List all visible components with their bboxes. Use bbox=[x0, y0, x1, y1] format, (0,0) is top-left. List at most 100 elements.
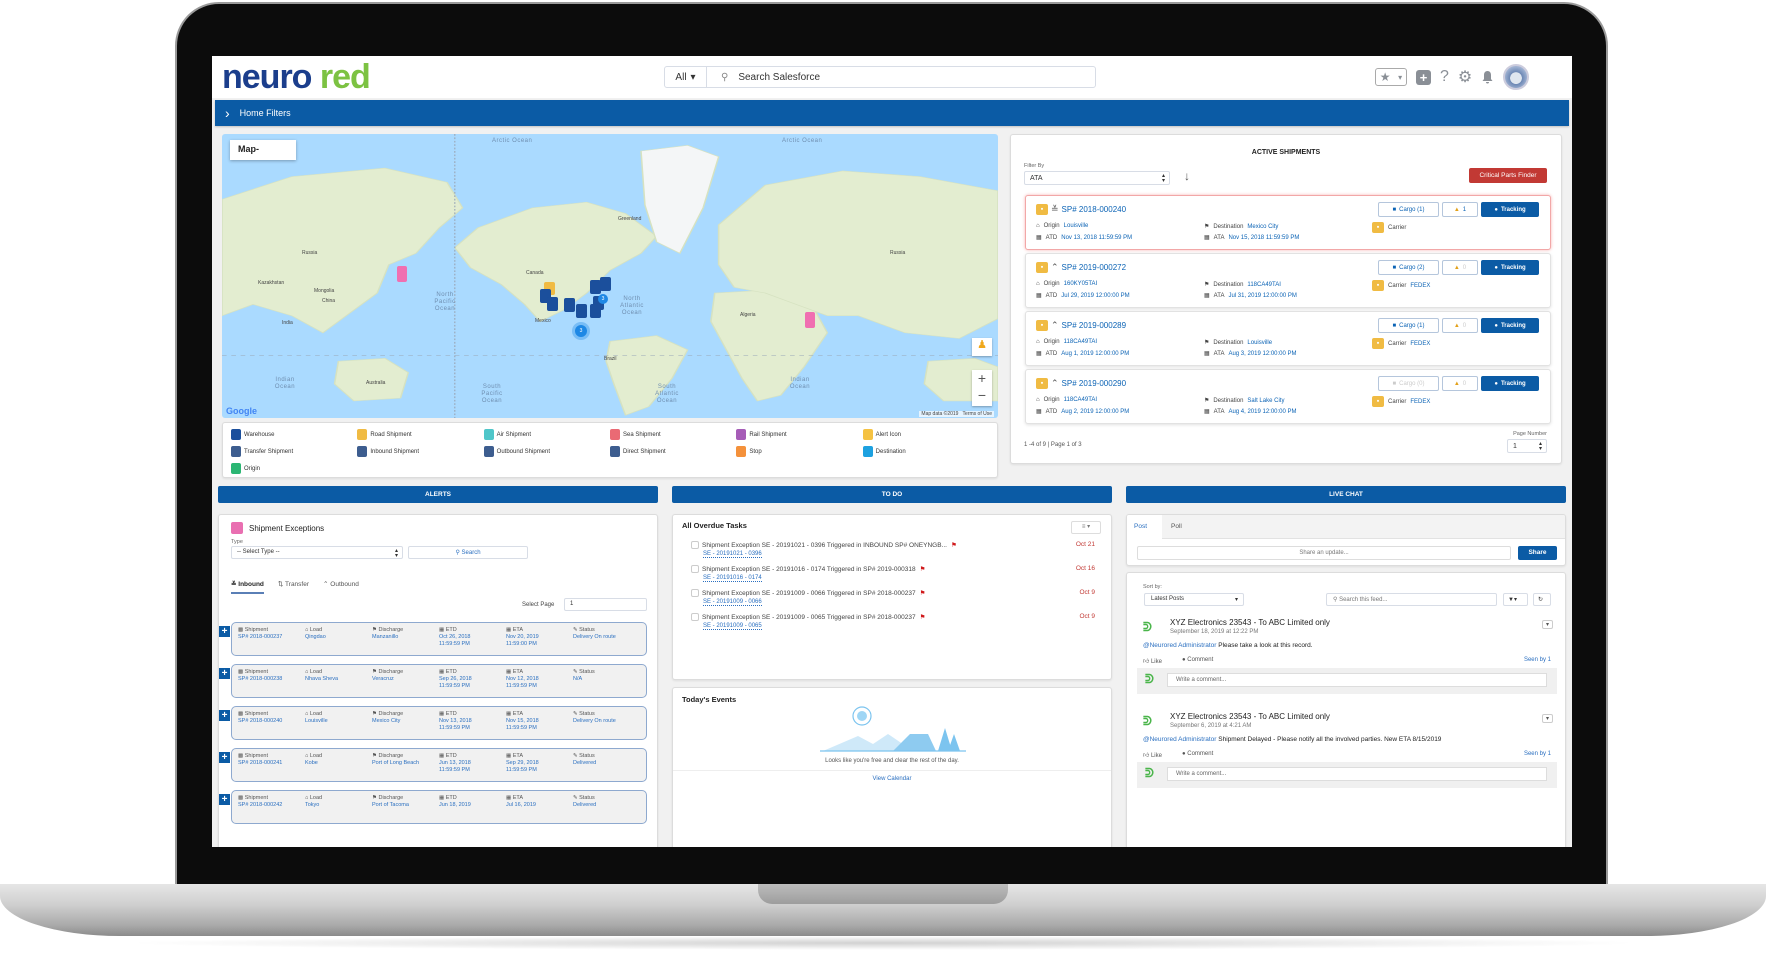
exception-row-box[interactable]: ▩ Shipment SP# 2018-000237 ⌂ Load Qingdao … bbox=[231, 622, 647, 656]
avatar[interactable] bbox=[1503, 64, 1530, 90]
cargo-button[interactable]: ■ Cargo (1) bbox=[1378, 202, 1439, 217]
exception-row-box[interactable]: ▩ Shipment SP# 2018-000241 ⌂ Load Kobe ⚑ D… bbox=[231, 748, 647, 782]
exception-row-box[interactable]: ▩ Shipment SP# 2018-000238 ⌂ Load Nhava Sh… bbox=[231, 664, 647, 698]
help-icon[interactable]: ? bbox=[1440, 68, 1449, 85]
plus-icon[interactable]: + bbox=[1416, 69, 1431, 85]
task-text[interactable]: Shipment Exception SE - 20191009 - 0065 … bbox=[702, 614, 916, 621]
neurored-logo[interactable]: neuro red bbox=[222, 59, 371, 95]
tracking-button[interactable]: ● Tracking bbox=[1481, 318, 1539, 333]
mention-link[interactable]: @Neurored Administrator bbox=[1143, 736, 1217, 743]
shipment-value[interactable]: SP# 2018-000240 bbox=[238, 718, 283, 724]
shipment-id-link[interactable]: SP# 2019-000290 bbox=[1061, 379, 1127, 388]
favorites-button[interactable]: ★ ▾ bbox=[1375, 68, 1407, 86]
cargo-button[interactable]: ■ Cargo (2) bbox=[1378, 260, 1439, 275]
destination-value[interactable]: 118CA49TAI bbox=[1247, 281, 1281, 288]
post-author[interactable]: XYZ Electronics 23543 - To ABC Limited o… bbox=[1170, 712, 1330, 721]
page-number-select[interactable]: 1 ▴ ▾ bbox=[1507, 439, 1547, 453]
tab-transfer[interactable]: ⇅ Transfer bbox=[278, 580, 309, 594]
task-record-link[interactable]: SE - 20191016 - 0174 bbox=[703, 575, 762, 583]
refresh-button[interactable]: ↻ bbox=[1533, 593, 1551, 606]
exception-row-box[interactable]: ▩ Shipment SP# 2018-000240 ⌂ Load Louisvil… bbox=[231, 706, 647, 740]
shipment-card[interactable]: ▪ ⌃ SP# 2019-000272 ⌂ Origin 160KY05TAI ▦ ATD… bbox=[1025, 253, 1551, 308]
shipment-id-link[interactable]: SP# 2019-000272 bbox=[1061, 263, 1127, 272]
post-timestamp[interactable]: September 18, 2019 at 12:22 PM bbox=[1170, 629, 1259, 635]
like-button[interactable]: 👍︎ Like bbox=[1143, 657, 1162, 665]
exception-row-box[interactable]: ▩ Shipment SP# 2018-000242 ⌂ Load Tokyo ⚑ … bbox=[231, 790, 647, 824]
cluster-marker[interactable]: 3 bbox=[598, 294, 608, 304]
warehouse-marker[interactable] bbox=[564, 298, 575, 312]
task-record-link[interactable]: SE - 20191009 - 0066 bbox=[703, 599, 762, 607]
tab-post[interactable]: Post bbox=[1127, 515, 1162, 540]
task-text[interactable]: Shipment Exception SE - 20191016 - 0174 … bbox=[702, 566, 916, 573]
task-checkbox[interactable] bbox=[691, 613, 699, 622]
terms-link[interactable]: Terms of Use bbox=[962, 411, 992, 417]
global-search[interactable]: All ▾ ⚲ Search Salesforce bbox=[664, 66, 1096, 88]
road-shipment-marker[interactable] bbox=[544, 282, 555, 295]
alerts-button[interactable]: ▲ 1 bbox=[1442, 202, 1478, 217]
sort-by-select[interactable]: Latest Posts ▾ bbox=[1144, 593, 1244, 606]
expand-plus-button[interactable]: + bbox=[219, 794, 230, 805]
task-checkbox[interactable] bbox=[691, 541, 699, 550]
origin-value[interactable]: 118CA49TAI bbox=[1063, 397, 1098, 403]
sea-shipment-marker[interactable] bbox=[397, 266, 407, 282]
share-update-input[interactable]: Share an update... bbox=[1137, 546, 1511, 560]
warehouse-marker[interactable] bbox=[600, 277, 611, 291]
comment-button[interactable]: ● Comment bbox=[1182, 751, 1213, 759]
zoom-in-button[interactable]: + bbox=[977, 370, 987, 386]
shipment-map[interactable]: Map- Arctic Ocean Arctic Ocean North Pac… bbox=[222, 134, 998, 418]
street-view-pegman-icon[interactable]: ♟ bbox=[972, 338, 992, 356]
comment-input[interactable]: Write a comment... bbox=[1167, 767, 1547, 781]
tracking-button[interactable]: ● Tracking bbox=[1481, 202, 1539, 217]
comment-input[interactable]: Write a comment... bbox=[1167, 673, 1547, 687]
home-filters-bar[interactable]: › Home Filters bbox=[215, 100, 1569, 126]
tab-outbound[interactable]: ⌃ Outbound bbox=[323, 580, 359, 594]
bell-icon[interactable] bbox=[1481, 70, 1494, 84]
expand-plus-button[interactable]: + bbox=[219, 752, 230, 763]
shipment-id-link[interactable]: SP# 2019-000289 bbox=[1061, 321, 1127, 330]
warehouse-marker[interactable] bbox=[590, 304, 601, 318]
task-record-link[interactable]: SE - 20191009 - 0065 bbox=[703, 623, 762, 631]
critical-parts-finder-button[interactable]: Critical Parts Finder bbox=[1469, 168, 1547, 183]
warehouse-marker[interactable] bbox=[593, 296, 604, 310]
cluster-marker[interactable]: 3 bbox=[575, 325, 587, 337]
search-feed-input[interactable]: ⚲ Search this feed... bbox=[1326, 593, 1497, 606]
shipment-id-link[interactable]: SP# 2018-000240 bbox=[1061, 205, 1127, 214]
like-button[interactable]: 👍︎ Like bbox=[1143, 751, 1162, 759]
shipment-value[interactable]: SP# 2018-000237 bbox=[238, 634, 283, 640]
search-input[interactable]: Search Salesforce bbox=[738, 71, 821, 83]
destination-value[interactable]: Louisville bbox=[1247, 339, 1273, 346]
task-text[interactable]: Shipment Exception SE - 20191021 - 0396 … bbox=[702, 542, 947, 549]
sea-shipment-marker[interactable] bbox=[805, 312, 815, 328]
share-button[interactable]: Share bbox=[1518, 546, 1557, 560]
post-menu-button[interactable]: ▾ bbox=[1542, 620, 1553, 629]
task-checkbox[interactable] bbox=[691, 565, 699, 574]
alerts-button[interactable]: ▲ 0 bbox=[1442, 260, 1478, 275]
tab-inbound[interactable]: ≚ Inbound bbox=[231, 580, 264, 594]
warehouse-marker[interactable] bbox=[547, 297, 558, 311]
post-timestamp[interactable]: September 6, 2019 at 4:21 AM bbox=[1170, 723, 1252, 729]
shipment-card[interactable]: ▪ ⌃ SP# 2019-000289 ⌂ Origin 118CA49TAI ▦ ATD… bbox=[1025, 311, 1551, 366]
task-record-link[interactable]: SE - 20191021 - 0396 bbox=[703, 551, 762, 559]
map-type-button[interactable]: Map- bbox=[230, 140, 296, 160]
task-text[interactable]: Shipment Exception SE - 20191009 - 0066 … bbox=[702, 590, 916, 597]
cargo-button[interactable]: ■ Cargo (1) bbox=[1378, 318, 1439, 333]
sort-arrow-down-icon[interactable]: ↓ bbox=[1184, 169, 1190, 183]
task-checkbox[interactable] bbox=[691, 589, 699, 598]
cargo-button[interactable]: ■ Cargo (0) bbox=[1378, 376, 1439, 391]
seen-by-link[interactable]: Seen by 1 bbox=[1523, 751, 1551, 757]
tracking-button[interactable]: ● Tracking bbox=[1481, 376, 1539, 391]
shipment-value[interactable]: SP# 2018-000238 bbox=[238, 676, 283, 682]
shipment-value[interactable]: SP# 2018-000242 bbox=[238, 802, 283, 808]
warehouse-marker[interactable] bbox=[540, 289, 551, 303]
expand-plus-button[interactable]: + bbox=[219, 626, 230, 637]
warehouse-marker[interactable] bbox=[590, 280, 601, 294]
zoom-out-button[interactable]: − bbox=[977, 387, 987, 403]
tracking-button[interactable]: ● Tracking bbox=[1481, 260, 1539, 275]
destination-value[interactable]: Mexico City bbox=[1247, 223, 1279, 230]
tab-poll[interactable]: Poll bbox=[1171, 523, 1182, 530]
shipment-card[interactable]: ▪ ≚ SP# 2018-000240 ⌂ Origin Louisville ▦ ATD… bbox=[1025, 195, 1551, 250]
task-view-dropdown[interactable]: ≡ ▾ bbox=[1071, 521, 1101, 534]
mention-link[interactable]: @Neurored Administrator bbox=[1143, 642, 1217, 649]
expand-plus-button[interactable]: + bbox=[219, 668, 230, 679]
type-select[interactable]: -- Select Type -- ▴ ▾ bbox=[231, 546, 403, 559]
